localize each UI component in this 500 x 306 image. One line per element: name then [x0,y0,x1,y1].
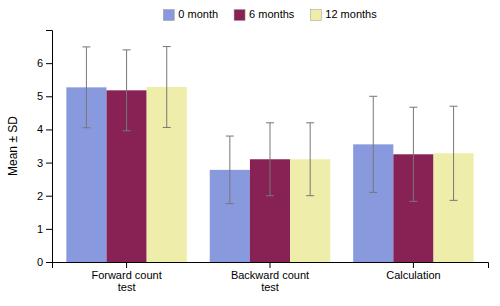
legend-swatch [310,10,321,21]
legend-label: 12 months [325,8,377,20]
x-tick: Backward counttest [231,262,309,293]
x-tick-mark [126,262,127,268]
y-tick-label: 2 [37,190,43,202]
x-tick-label-line: Backward count [231,269,309,281]
error-bars [82,47,377,204]
y-tick-label: 6 [37,57,43,69]
x-tick-label-line: test [261,281,279,293]
x-tick: Calculation [386,262,440,281]
legend-swatch [234,10,245,21]
legend-item: 6 months [234,8,295,21]
legend-item: 12 months [310,8,377,21]
y-tick: 6 [37,57,52,69]
x-tick-label: Backward counttest [231,269,309,294]
y-tick-label: 0 [37,256,43,268]
bars [66,47,473,262]
y-tick-mark [46,196,52,197]
y-tick: 3 [37,157,52,169]
chart-container: 0123456Forward counttestBackward countte… [0,0,500,306]
chart: 0123456Forward counttestBackward countte… [0,0,500,306]
x-tick: Forward counttest [91,262,161,293]
error-bar [123,50,131,131]
y-tick: 0 [37,256,52,268]
y-tick-label: 4 [37,123,43,135]
y-tick-mark [46,96,52,97]
y-tick-mark [46,262,52,263]
error-bars [163,47,458,201]
x-tick-mark [413,262,414,268]
x-tick-label: Calculation [386,269,440,281]
y-tick: 5 [37,90,52,102]
x-axis-line [53,263,489,269]
y-tick-label: 3 [37,157,43,169]
y-tick-mark [46,129,52,130]
error-bar [369,96,377,192]
x-tick-mark [270,262,271,268]
plot: 0123456Forward counttestBackward countte… [37,31,489,294]
x-tick-label: Forward counttest [91,269,161,294]
y-tick: 4 [37,123,52,135]
error-bar [163,47,171,128]
y-tick-label: 5 [37,90,43,102]
legend-label: 0 month [178,8,218,20]
bar-series [147,87,474,262]
legend-swatch [163,10,174,21]
legend-item: 0 month [163,8,218,21]
x-axis: Forward counttestBackward counttestCalcu… [53,262,489,293]
y-tick-mark [46,163,52,164]
y-axis-title: Mean ± SD [6,116,20,176]
y-axis: 0 1 2 3 4 5 6 [37,31,53,269]
x-tick-label-line: test [118,281,136,293]
error-bar [450,106,458,200]
x-tick-label-line: Calculation [386,269,440,281]
y-tick-mark [46,229,52,230]
x-tick-label-line: Forward count [91,269,161,281]
y-tick-label: 1 [37,223,43,235]
legend-label: 6 months [249,8,295,20]
error-bar [266,123,274,196]
y-tick: 2 [37,190,52,202]
y-tick: 1 [37,223,52,235]
error-bar [306,123,314,196]
y-tick-mark [46,63,52,64]
bar-series [66,87,393,262]
legend: 0 month 6 months 12 months [163,8,377,21]
error-bar [82,47,90,128]
y-axis-line [46,31,53,263]
error-bar [409,107,417,201]
error-bar [226,136,234,204]
